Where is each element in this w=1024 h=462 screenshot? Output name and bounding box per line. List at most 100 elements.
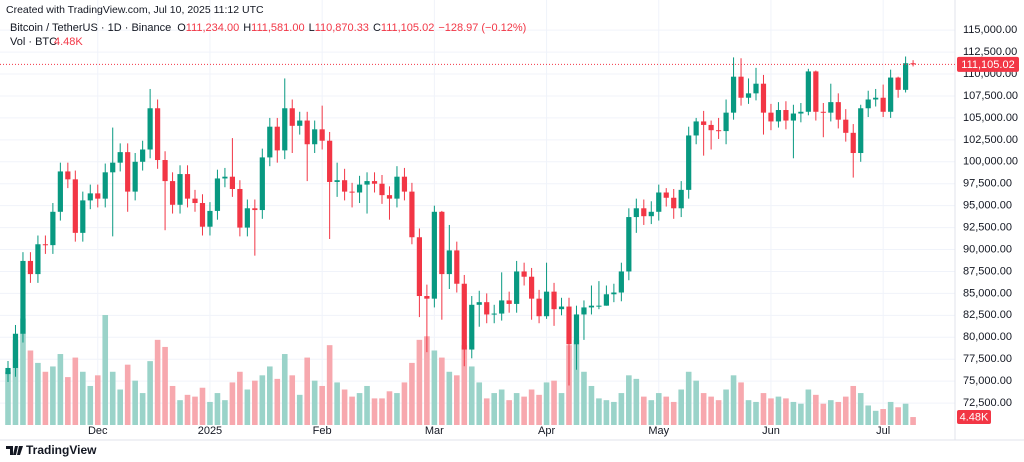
- candle-body: [641, 208, 647, 217]
- volume-bar: [895, 407, 901, 425]
- candle-body: [626, 217, 632, 272]
- y-tick-label: 105,000.00: [963, 112, 1018, 124]
- volume-bar: [476, 382, 483, 425]
- candle-body: [424, 296, 430, 299]
- volume-bar: [267, 366, 273, 425]
- candle-body: [80, 200, 86, 233]
- volume-bar: [42, 371, 49, 425]
- volume-legend-name: Vol · BTC: [10, 36, 57, 48]
- volume-bar: [483, 398, 490, 425]
- x-tick-label: Jun: [762, 425, 780, 437]
- candle-body: [401, 176, 408, 192]
- volume-bar: [753, 401, 759, 425]
- volume-bar: [409, 362, 415, 425]
- y-tick-label: 75,000.00: [963, 375, 1012, 387]
- volume-bar: [648, 400, 655, 425]
- volume-bar: [768, 398, 774, 425]
- volume-bar: [109, 371, 116, 425]
- volume-bar: [57, 354, 64, 425]
- candle-body: [356, 184, 363, 193]
- candle-body: [611, 292, 617, 295]
- volume-bar: [880, 409, 886, 425]
- volume-bar: [12, 339, 19, 425]
- volume-bar: [237, 371, 243, 425]
- candle-body: [701, 121, 707, 125]
- volume-bar: [670, 401, 677, 425]
- candle-body: [327, 140, 333, 182]
- volume-bar: [72, 357, 79, 425]
- candle-body: [738, 76, 744, 98]
- candle-body: [506, 300, 512, 304]
- volume-bar: [281, 354, 288, 425]
- candle-body: [790, 113, 796, 121]
- volume-bar: [596, 398, 602, 425]
- candle-body: [259, 157, 265, 211]
- candle-body: [618, 271, 624, 293]
- volume-bar: [678, 389, 684, 425]
- x-tick-label: May: [648, 425, 669, 437]
- ohlc-value: 111,581.00: [251, 22, 304, 34]
- candle-body: [125, 152, 131, 192]
- volume-bar: [416, 339, 423, 425]
- volume-bar: [50, 366, 56, 425]
- candle-body: [768, 112, 774, 122]
- volume-bar: [715, 400, 722, 425]
- candle-body: [386, 195, 393, 199]
- volume-bar: [468, 366, 475, 425]
- volume-bar: [94, 375, 101, 425]
- candle-body: [686, 135, 692, 190]
- volume-bar: [274, 378, 281, 425]
- volume-bar: [147, 361, 153, 425]
- candle-body: [656, 192, 662, 212]
- volume-bar: [558, 393, 565, 425]
- x-tick-label: Feb: [313, 425, 332, 437]
- candle-body: [252, 208, 258, 211]
- candle-body: [888, 77, 894, 112]
- volume-bar: [760, 393, 767, 425]
- volume-bar: [319, 385, 325, 425]
- candle-body: [603, 294, 609, 306]
- y-tick-label: 85,000.00: [963, 287, 1012, 299]
- volume-bar: [835, 401, 842, 425]
- y-tick-label: 95,000.00: [963, 200, 1012, 212]
- volume-bar: [154, 339, 161, 425]
- volume-bar: [506, 400, 512, 425]
- brand: TradingView: [26, 443, 97, 457]
- candle-body: [573, 314, 580, 345]
- volume-bar: [887, 401, 894, 425]
- volume-bar: [588, 385, 595, 425]
- candle-body: [895, 77, 901, 90]
- volume-bar: [326, 345, 333, 425]
- candle-body: [102, 172, 108, 199]
- volume-bar: [311, 380, 318, 425]
- y-tick-label: 92,500.00: [963, 221, 1012, 233]
- candle-body: [835, 102, 841, 120]
- volume-bar: [693, 380, 699, 425]
- volume-bar: [169, 385, 176, 425]
- candle-body: [813, 71, 819, 112]
- candle-body: [521, 271, 527, 277]
- candle-body: [214, 178, 221, 211]
- volume-bar: [117, 389, 123, 425]
- candle-body: [50, 211, 56, 246]
- candle-body: [416, 237, 422, 297]
- candle-body: [648, 211, 654, 217]
- candle-body: [469, 304, 475, 350]
- volume-bar: [184, 394, 191, 425]
- volume-bar: [341, 389, 348, 425]
- volume-bar: [454, 375, 460, 425]
- volume-bar: [289, 375, 296, 425]
- candle-body: [184, 174, 191, 199]
- candle-body: [865, 99, 871, 109]
- volume-tag-label: 4.48K: [960, 411, 989, 423]
- volume-bar: [259, 375, 266, 425]
- volume-bar: [356, 393, 363, 425]
- candle-body: [289, 108, 295, 126]
- candle-body: [237, 188, 243, 228]
- y-tick-label: 107,500.00: [963, 90, 1018, 102]
- volume-bar: [252, 380, 258, 425]
- x-tick-label: Apr: [538, 425, 555, 437]
- volume-bar: [192, 396, 198, 425]
- volume-bar: [633, 378, 640, 425]
- volume-bar: [207, 401, 213, 425]
